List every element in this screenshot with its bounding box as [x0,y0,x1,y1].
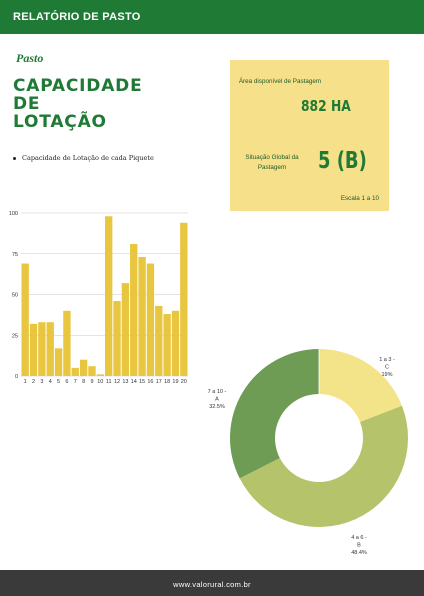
x-tick-label: 16 [147,379,153,385]
y-tick-label: 75 [12,252,18,258]
bar [121,283,130,376]
top-banner: RELATÓRIO DE PASTO [0,0,424,34]
area-value: 882 HA [301,97,351,115]
y-tick-label: 25 [12,333,18,339]
x-tick-label: 13 [122,379,128,385]
bullet-text: Capacidade de Lotação de cada Piquete [22,154,154,162]
footer-link[interactable]: www.valorural.com.br [173,580,251,589]
x-tick-label: 4 [49,379,52,385]
donut-slice [239,405,408,527]
slice-label: 7 a 10 - [208,389,227,395]
footer: www.valorural.com.br [0,570,424,596]
bar [163,314,171,376]
y-tick-label: 100 [9,211,18,217]
donut-slice [230,349,319,479]
bar [88,366,96,376]
x-tick-label: 7 [74,379,77,385]
slice-label: 1 a 3 - [379,357,395,363]
x-tick-label: 3 [40,379,43,385]
x-tick-label: 17 [156,379,162,385]
bar [113,301,121,376]
x-tick-label: 10 [97,379,103,385]
x-tick-label: 8 [82,379,85,385]
bar [63,310,71,376]
bar [105,216,113,376]
heading-line: CAPACIDADE [13,76,143,96]
donut-chart: 1 a 3 - C19% 4 a 6 - B48.4% 7 a 10 - A32.5% [208,349,408,556]
bar [38,322,46,376]
x-tick-label: 9 [90,379,93,385]
bar [130,243,138,376]
x-tick-label: 1 [24,379,27,385]
report-title: RELATÓRIO DE PASTO [13,11,141,23]
bar [79,359,88,376]
x-tick-label: 12 [114,379,120,385]
heading-line: DE [13,94,41,114]
bar [46,322,54,376]
scale-note: Escala 1 a 10 [340,195,379,202]
y-tick-label: 50 [12,293,18,299]
bullet-dot-icon [13,156,16,160]
bar [29,323,38,376]
bar [155,305,163,376]
x-tick-label: 15 [139,379,145,385]
x-tick-label: 19 [172,379,178,385]
situation-label: Situação Global da Pastagem [245,154,299,171]
page-heading: CAPACIDADE DE LOTAÇÃO [13,77,142,131]
slice-label: 19% [381,372,392,378]
bar [171,310,180,376]
heading-line: LOTAÇÃO [13,112,107,132]
bullet-item: Capacidade de Lotação de cada Piquete [13,154,154,162]
x-tick-label: 18 [164,379,170,385]
bar [138,257,146,376]
x-tick-label: 2 [32,379,35,385]
bar [71,367,79,376]
slice-label: 48.4% [351,550,367,556]
x-tick-label: 6 [65,379,68,385]
slice-label: C [385,365,389,371]
section-label: Pasto [16,51,44,65]
slice-label: B [357,543,361,549]
x-tick-label: 20 [181,379,187,385]
situation-value: 5 (B) [318,148,367,174]
bar [54,348,63,376]
bar [21,263,29,376]
slice-label: 32.5% [209,404,225,410]
bar [146,263,155,376]
y-tick-label: 0 [15,374,18,380]
x-tick-label: 5 [57,379,60,385]
summary-box: Área disponível de Pastagem 882 HA Situa… [230,60,389,211]
x-tick-label: 11 [106,379,112,385]
slice-label: 4 a 6 - [351,535,367,541]
area-label: Área disponível de Pastagem [238,78,322,85]
x-tick-label: 14 [131,379,137,385]
slice-label: A [215,397,219,403]
bar [96,374,104,376]
bar [180,222,188,376]
donut-slice [319,349,402,423]
